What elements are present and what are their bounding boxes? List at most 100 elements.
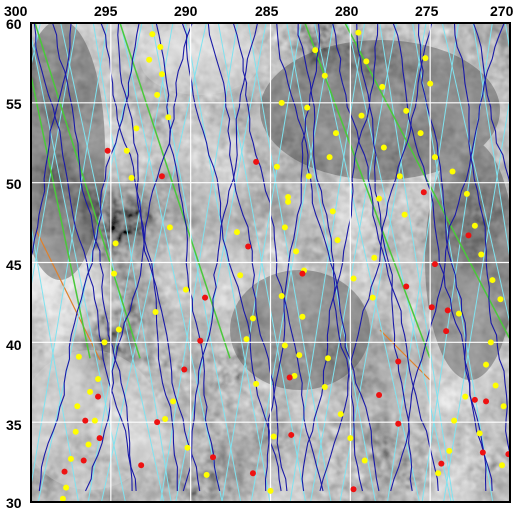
red-point xyxy=(403,283,410,290)
terrain-shading xyxy=(31,23,510,490)
yellow-point xyxy=(376,195,383,202)
lat-tick-50: 50 xyxy=(6,176,22,192)
yellow-point xyxy=(157,43,164,50)
yellow-point xyxy=(321,384,328,391)
orbit-track-blue xyxy=(390,23,505,492)
yellow-point xyxy=(158,71,165,78)
orbit-track-orange xyxy=(379,329,431,381)
orbit-track-blue xyxy=(232,23,324,492)
yellow-point xyxy=(237,272,244,279)
red-point xyxy=(61,468,68,475)
yellow-point xyxy=(499,462,506,469)
yellow-point xyxy=(75,353,82,360)
orbit-track-blue xyxy=(392,23,493,492)
yellow-point xyxy=(401,211,408,218)
yellow-point xyxy=(380,144,387,151)
red-point xyxy=(154,419,161,426)
yellow-point xyxy=(324,355,331,362)
yellow-point xyxy=(427,80,434,87)
yellow-point xyxy=(476,430,483,437)
lon-tick-285: 285 xyxy=(255,3,279,19)
yellow-point xyxy=(435,470,442,477)
yellow-point xyxy=(203,471,210,478)
yellow-point xyxy=(369,294,376,301)
red-point xyxy=(80,457,87,464)
red-point xyxy=(479,449,486,456)
yellow-point xyxy=(281,224,288,231)
lon-tick-280: 280 xyxy=(335,3,359,19)
yellow-point xyxy=(67,455,74,462)
yellow-point xyxy=(483,361,490,368)
orbit-track-blue xyxy=(297,23,364,492)
lon-tick-290: 290 xyxy=(174,3,198,19)
yellow-point xyxy=(446,447,453,454)
yellow-point xyxy=(91,417,98,424)
yellow-observation-points xyxy=(59,29,507,502)
yellow-point xyxy=(487,339,494,346)
yellow-point xyxy=(299,313,306,320)
yellow-point xyxy=(326,154,333,161)
red-point xyxy=(395,358,402,365)
red-point xyxy=(253,158,260,165)
yellow-point xyxy=(74,403,81,410)
lon-tick-295: 295 xyxy=(94,3,118,19)
yellow-point xyxy=(182,286,189,293)
yellow-point xyxy=(115,326,122,333)
yellow-point xyxy=(249,315,256,322)
red-point xyxy=(465,232,472,239)
yellow-point xyxy=(253,380,260,387)
red-point xyxy=(197,337,204,344)
yellow-point xyxy=(63,484,70,491)
yellow-point xyxy=(431,154,438,161)
yellow-point xyxy=(273,163,280,170)
red-point xyxy=(395,420,402,427)
yellow-point xyxy=(417,130,424,137)
red-point xyxy=(286,374,293,381)
yellow-point xyxy=(152,308,159,315)
red-point xyxy=(350,486,357,493)
yellow-point xyxy=(72,428,79,435)
red-point xyxy=(420,189,427,196)
red-point xyxy=(249,470,256,477)
yellow-point xyxy=(451,417,458,424)
yellow-point xyxy=(243,336,250,343)
yellow-point xyxy=(332,130,339,137)
red-point xyxy=(95,393,102,400)
lat-tick-45: 45 xyxy=(6,257,22,273)
yellow-point xyxy=(449,168,456,175)
yellow-point xyxy=(281,342,288,349)
orbit-track-orange xyxy=(35,229,101,361)
yellow-point xyxy=(112,240,119,247)
orbit-tracks-blue xyxy=(31,23,510,492)
yellow-point xyxy=(463,190,470,197)
yellow-point xyxy=(478,251,485,258)
red-point xyxy=(444,307,451,314)
lat-tick-55: 55 xyxy=(6,96,22,112)
red-point xyxy=(202,294,209,301)
yellow-point xyxy=(358,112,365,119)
lon-tick-300: 300 xyxy=(4,3,28,19)
yellow-point xyxy=(334,237,341,244)
yellow-point xyxy=(170,398,177,405)
red-point xyxy=(505,451,510,458)
yellow-point xyxy=(85,441,92,448)
yellow-point xyxy=(154,91,161,98)
orbit-tracks-orange xyxy=(35,229,431,381)
yellow-point xyxy=(337,411,344,418)
yellow-point xyxy=(329,208,336,215)
red-observation-points xyxy=(61,147,510,493)
yellow-point xyxy=(492,382,499,389)
lon-tick-270: 270 xyxy=(490,3,514,19)
orbit-track-green xyxy=(34,23,141,359)
yellow-point xyxy=(162,415,169,422)
yellow-point xyxy=(350,275,357,282)
yellow-point xyxy=(278,99,285,106)
plot-frame xyxy=(30,22,511,503)
red-point xyxy=(82,417,89,424)
yellow-point xyxy=(422,55,429,62)
orbit-track-blue xyxy=(301,23,379,492)
yellow-point xyxy=(363,58,370,65)
yellow-point xyxy=(123,147,130,154)
orbit-track-blue xyxy=(453,23,510,459)
